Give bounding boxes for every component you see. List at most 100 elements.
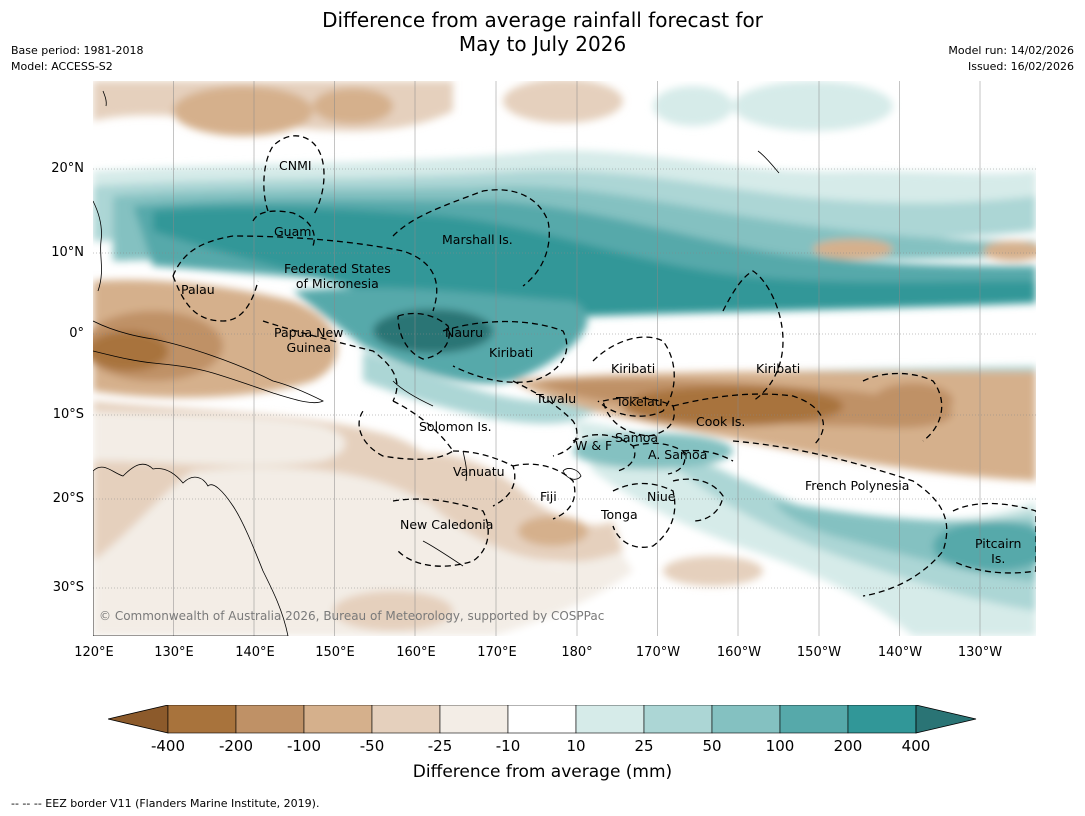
label-wf: W & F <box>575 438 613 453</box>
eez-fp <box>732 440 948 597</box>
lon-label-160e: 160°E <box>396 645 436 660</box>
eez-fp-north <box>862 372 943 442</box>
solomon-outline <box>392 380 434 407</box>
eez-footnote: -- -- -- EEZ border V11 (Flanders Marine… <box>11 797 320 810</box>
eez-niue <box>672 478 724 522</box>
label-fsm-line1: Federated States <box>284 261 391 276</box>
lon-label-150e: 150°E <box>315 645 355 660</box>
label-cnmi: CNMI <box>279 158 312 173</box>
philippines-outline <box>93 200 102 292</box>
label-fiji: Fiji <box>540 489 557 504</box>
label-png-line2: Guinea <box>286 340 331 355</box>
lat-label-10s: 10°S <box>52 407 84 422</box>
colorbar-bin <box>711 705 781 734</box>
colorbar-title: Difference from average (mm) <box>412 762 673 782</box>
colorbar-bin <box>643 705 713 734</box>
fiji-outline <box>562 468 582 480</box>
label-niue: Niue <box>647 489 676 504</box>
eez-cnmi <box>263 135 325 217</box>
eez-solomon <box>358 400 454 460</box>
title-line-2: May to July 2026 <box>458 32 627 56</box>
eez-marshall <box>392 189 550 287</box>
anomaly-field <box>93 81 1036 636</box>
new-caledonia-outline <box>422 540 464 567</box>
lon-label-140e: 140°E <box>235 645 275 660</box>
eez-kiribati-c <box>592 336 675 417</box>
cb-tick: -25 <box>427 737 453 755</box>
meta-left: Base period: 1981-2018 Model: ACCESS-S2 <box>11 43 143 75</box>
australia-outline <box>93 463 289 636</box>
cb-tick: 10 <box>566 737 586 755</box>
colorbar-bin <box>575 705 645 734</box>
colorbar-bin <box>303 705 373 734</box>
label-kiribati-w: Kiribati <box>489 345 534 360</box>
lon-label-170e: 170°E <box>477 645 517 660</box>
lon-label-150w: 150°W <box>796 645 842 660</box>
label-pitcairn-line2: Is. <box>991 551 1006 566</box>
vanuatu-outline <box>462 450 468 482</box>
map-canvas <box>93 81 1036 636</box>
label-marshall: Marshall Is. <box>442 232 513 247</box>
label-pitcairn: Pitcairn Is. <box>975 536 1021 566</box>
label-png: Papua New Guinea <box>274 325 343 355</box>
eez-nauru <box>397 312 450 360</box>
cb-tick: -400 <box>150 737 186 755</box>
label-palau: Palau <box>181 282 215 297</box>
copyright-notice: © Commonwealth of Australia 2026, Bureau… <box>99 609 605 623</box>
colorbar-bin <box>847 705 917 734</box>
eez-palau <box>172 275 259 322</box>
colorbar-bin <box>167 705 237 734</box>
model-run: Model run: 14/02/2026 <box>948 44 1074 57</box>
colorbar <box>108 705 977 734</box>
eez-pitcairn <box>952 502 1036 574</box>
eez-asamoa <box>682 449 734 462</box>
meta-right: Model run: 14/02/2026 Issued: 16/02/2026 <box>948 43 1074 75</box>
eez-tonga <box>612 482 676 548</box>
label-nauru: Nauru <box>445 325 483 340</box>
eez-kiribati-e <box>722 270 784 402</box>
hawaii-outline <box>757 150 780 174</box>
rainfall-map: CNMI Guam Marshall Is. Federated States … <box>93 81 1036 636</box>
colorbar-bin <box>371 705 441 734</box>
label-pitcairn-line1: Pitcairn <box>975 536 1022 551</box>
eez-fsm <box>172 235 438 312</box>
colorbar-bin <box>779 705 849 734</box>
lon-label-160w: 160°W <box>716 645 762 660</box>
label-cook: Cook Is. <box>696 414 746 429</box>
issued-date: Issued: 16/02/2026 <box>967 60 1074 73</box>
lat-label-10n: 10°N <box>51 245 84 260</box>
lon-label-130e: 130°E <box>154 645 194 660</box>
cb-tick: 200 <box>833 737 863 755</box>
colorbar-extend-high <box>915 705 977 734</box>
label-tonga: Tonga <box>601 507 638 522</box>
label-guam: Guam <box>274 224 312 239</box>
eez-cook <box>672 393 824 447</box>
eez-kiribati-w <box>442 320 568 383</box>
cb-tick: 50 <box>702 737 722 755</box>
cb-tick: -50 <box>359 737 385 755</box>
lon-label-130w: 130°W <box>957 645 1003 660</box>
base-period: Base period: 1981-2018 <box>11 44 144 57</box>
label-new-caledonia: New Caledonia <box>400 517 494 532</box>
cb-tick: 400 <box>901 737 931 755</box>
cb-tick: 25 <box>634 737 654 755</box>
cb-tick: -100 <box>286 737 322 755</box>
lat-label-20n: 20°N <box>51 161 84 176</box>
label-tokelau: Tokelau <box>616 394 663 409</box>
lat-label-20s: 20°S <box>52 491 84 506</box>
eez-new-caledonia <box>392 498 489 567</box>
eez-png <box>262 320 398 402</box>
lon-label-170w: 170°W <box>635 645 681 660</box>
eez-fiji <box>512 463 576 520</box>
colorbar-bin <box>235 705 305 734</box>
label-vanuatu: Vanuatu <box>453 464 505 479</box>
label-kiribati-c: Kiribati <box>611 361 656 376</box>
label-tuvalu: Tuvalu <box>536 391 577 406</box>
graticule <box>173 81 981 636</box>
label-asamoa: A. Samoa <box>648 447 708 462</box>
model-name: Model: ACCESS-S2 <box>11 60 113 73</box>
map-title: Difference from average rainfall forecas… <box>0 8 1085 56</box>
label-png-line1: Papua New <box>274 325 344 340</box>
cb-tick: 100 <box>765 737 795 755</box>
colorbar-bin <box>439 705 509 734</box>
